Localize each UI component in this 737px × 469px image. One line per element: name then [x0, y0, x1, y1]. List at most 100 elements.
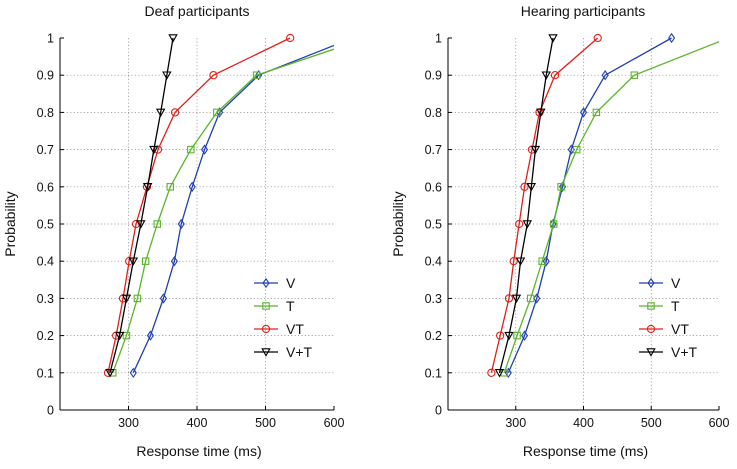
hearing-y-tick-label: 0.8 — [425, 106, 442, 120]
hearing-y-tick-label: 0.7 — [425, 143, 442, 157]
deaf-v-plus-t-point — [114, 331, 125, 341]
hearing-vt-point — [514, 219, 524, 229]
hearing-vt-point — [593, 33, 602, 43]
hearing-legend-v-plus-t-marker — [646, 348, 656, 357]
hearing-vt-point — [509, 257, 518, 266]
deaf-v-point — [177, 218, 185, 230]
deaf-vt-point — [131, 219, 141, 229]
deaf-v-line — [132, 44, 334, 374]
deaf-legend-v-marker — [262, 277, 270, 289]
hearing-legend-t-marker — [647, 302, 655, 310]
hearing-t-point — [557, 183, 565, 191]
deaf-t-point — [166, 183, 175, 191]
deaf-y-tick-label: 0.5 — [37, 218, 54, 232]
hearing-y-tick-label: 0.1 — [425, 366, 442, 380]
hearing-y-axis-label: Probability — [390, 191, 406, 256]
hearing-legend-vt-label: VT — [671, 321, 689, 337]
deaf-t-point — [133, 294, 142, 303]
deaf-y-tick-label: 0.9 — [37, 69, 54, 83]
deaf-legend-v-label: V — [286, 275, 296, 291]
hearing-x-tick-label: 500 — [641, 416, 662, 430]
deaf-legend-t-marker — [262, 302, 270, 310]
deaf-vt-point — [209, 71, 218, 80]
hearing-vt-line — [490, 37, 599, 373]
deaf-t-point — [141, 257, 150, 265]
hearing-v-plus-t-point — [526, 183, 537, 192]
deaf-t-point — [213, 108, 221, 117]
deaf-legend-v-plus-t-label: V+T — [286, 344, 313, 360]
deaf-x-tick-label: 300 — [118, 416, 139, 430]
hearing-v-plus-t-point — [504, 331, 514, 341]
hearing-v-point — [533, 293, 541, 304]
deaf-y-tick-label: 0.7 — [37, 143, 54, 157]
deaf-legend-t-label: T — [286, 298, 295, 314]
deaf-y-axis-label: Probability — [2, 191, 18, 256]
deaf-x-tick-label: 500 — [255, 416, 276, 430]
hearing-v-line — [507, 37, 672, 374]
deaf-t-point — [252, 71, 261, 79]
deaf-v-plus-t-point — [128, 257, 139, 266]
hearing-legend: VT VT V+T — [639, 275, 698, 360]
hearing-vt-point — [487, 368, 496, 377]
deaf-legend: VT VT V+T — [254, 275, 313, 360]
deaf-v-point — [159, 293, 168, 304]
hearing-x-tick-label: 600 — [709, 416, 730, 430]
hearing-t-point — [526, 294, 535, 303]
hearing-y-tick-label: 0.6 — [425, 180, 442, 194]
deaf-v-plus-t-point — [136, 220, 146, 229]
hearing-t-point — [538, 257, 546, 265]
deaf-t-point — [153, 220, 162, 228]
hearing-v-plus-t-point — [522, 220, 533, 229]
hearing-v-point — [668, 32, 676, 44]
hearing-v-plus-t-line — [498, 37, 554, 373]
deaf-y-tick-label: 0.1 — [37, 366, 54, 380]
hearing-t-point — [572, 145, 581, 154]
hearing-vt-point — [496, 331, 505, 340]
deaf-y-tick-label: 0 — [47, 404, 54, 418]
hearing-v-plus-t-point — [494, 369, 505, 378]
deaf-v-point — [129, 367, 137, 378]
hearing-v-point — [579, 107, 588, 118]
hearing-y-tick-label: 0.2 — [425, 329, 442, 343]
deaf-v-point — [170, 256, 178, 267]
hearing-y-tick-label: 0.5 — [425, 218, 442, 232]
hearing-y-tick-label: 1 — [435, 32, 442, 46]
hearing-v-point — [601, 70, 609, 81]
deaf-x-tick-label: 400 — [187, 416, 208, 430]
hearing-v-plus-t-point — [515, 257, 526, 266]
deaf-chart-title: Deaf participants — [144, 3, 249, 19]
hearing-v-plus-t-point — [548, 34, 558, 43]
deaf-t-point — [187, 145, 195, 154]
deaf-legend-vt-label: VT — [286, 321, 304, 337]
hearing-v-plus-t-point — [536, 108, 546, 118]
deaf-y-tick-label: 0.4 — [37, 255, 54, 269]
hearing-t-line — [503, 41, 719, 374]
deaf-x-axis-label: Response time (ms) — [136, 443, 261, 459]
hearing-v-point — [542, 256, 550, 267]
deaf-vt-line — [107, 37, 291, 373]
deaf-y-tick-label: 0.2 — [37, 329, 54, 343]
hearing-legend-t-label: T — [671, 298, 680, 314]
deaf-v-plus-t-point — [162, 71, 172, 80]
hearing-vt-point — [550, 71, 560, 80]
deaf-vt-point — [170, 108, 180, 117]
deaf-t-point — [122, 331, 131, 340]
hearing-chart-title: Hearing participants — [521, 3, 646, 19]
hearing-x-tick-label: 400 — [573, 416, 594, 430]
deaf-v-plus-t-point — [121, 294, 132, 304]
deaf-y-tick-label: 1 — [47, 32, 54, 46]
deaf-v-plus-t-line — [109, 37, 174, 373]
hearing-panel: Hearing participants 0 0.1 0.2 0.3 0.4 0.5 0.6 0… — [390, 3, 729, 459]
hearing-x-axis-label: Response time (ms) — [523, 443, 648, 459]
hearing-legend-v-marker — [647, 277, 655, 289]
hearing-legend-vt-marker — [646, 324, 656, 334]
hearing-vt-point — [520, 182, 529, 191]
hearing-t-point — [513, 331, 521, 340]
deaf-v-point — [200, 144, 209, 155]
hearing-v-plus-t-point — [541, 71, 551, 80]
hearing-v-plus-t-point — [530, 145, 541, 155]
deaf-panel: Deaf participants 0 0.1 0.2 0.3 0.4 0.5 0.6 0.7 0… — [2, 3, 344, 459]
hearing-v-plus-t-point — [511, 294, 522, 304]
